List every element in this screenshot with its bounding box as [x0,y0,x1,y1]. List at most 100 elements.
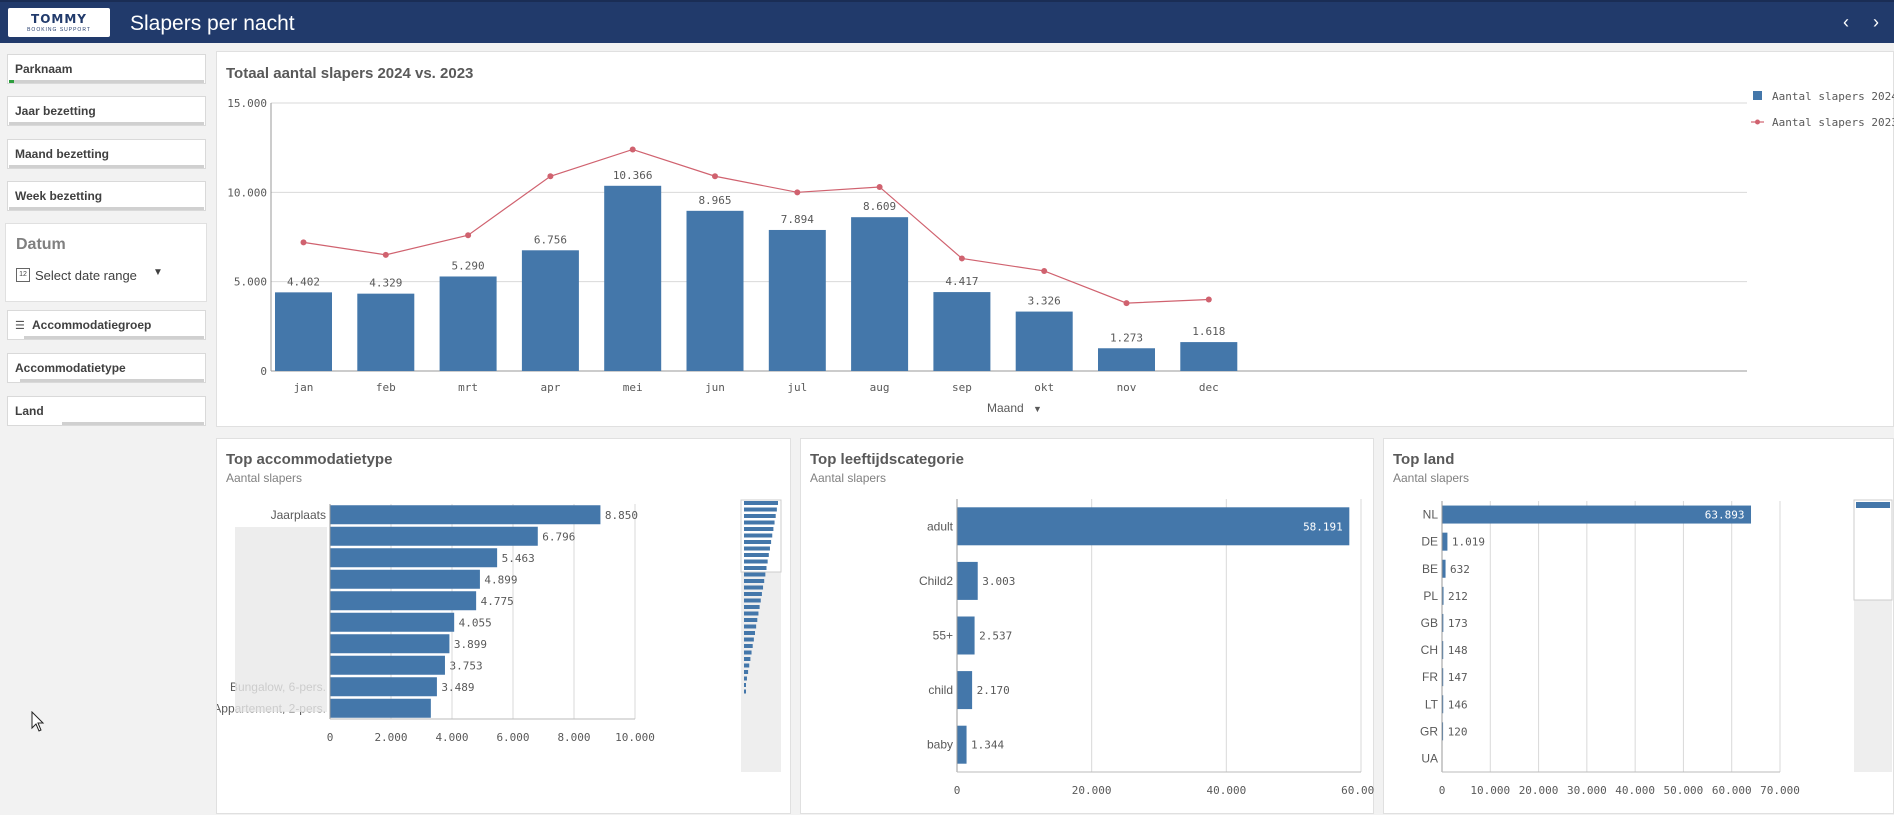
bar[interactable] [330,655,445,675]
land-panel[interactable]: Top land Aantal slapers 0 10.000 20.000 30.… [1383,438,1894,814]
bar[interactable] [330,526,538,546]
minimap-bar[interactable] [744,527,774,531]
minimap-bar[interactable] [744,507,777,512]
leeftijdscategorie-panel[interactable]: Top leeftijdscategorie Aantal slapers 0 2… [800,438,1375,815]
line-2023-point[interactable] [712,173,718,180]
line-2023-point[interactable] [794,189,801,196]
bar[interactable] [330,505,601,525]
line-2023-point[interactable] [876,183,883,190]
bar-2024[interactable] [768,229,826,371]
bar[interactable] [1442,668,1444,687]
filter-week-bezetting[interactable]: Week bezetting [7,181,206,211]
minimap-bar[interactable] [744,546,770,551]
minimap-bar[interactable] [744,611,759,616]
line-2023-point[interactable] [1041,267,1048,274]
bar-2024[interactable] [439,276,497,371]
line-2023-point[interactable] [1123,300,1130,307]
minimap-bar[interactable] [744,631,755,635]
minimap-bar[interactable] [744,566,767,570]
minimap-bar[interactable] [744,501,778,505]
minimap-bar[interactable] [744,637,754,642]
bar[interactable] [1442,532,1448,551]
bar[interactable] [957,561,978,600]
minimap-bar[interactable] [744,514,776,518]
minimap-bar[interactable] [744,676,747,681]
minimap-bar[interactable] [744,520,775,525]
minimap-bar[interactable] [744,585,764,590]
minimap-bar[interactable] [744,553,769,557]
filter-land[interactable]: Land [7,396,206,426]
bar[interactable] [330,634,450,654]
bar[interactable] [1442,559,1446,578]
bar-2024[interactable] [933,292,991,371]
main-chart-panel[interactable]: Totaal aantal slapers 2024 vs. 2023 0 5.0… [216,51,1894,427]
bar[interactable] [1442,505,1752,524]
chevron-down-icon[interactable]: ▼ [153,267,163,278]
bar-2024[interactable] [1015,311,1073,371]
minimap-bar[interactable] [744,605,760,609]
bar[interactable] [957,616,975,655]
filter-accommodatietype[interactable]: Accommodatietype [7,353,206,383]
filter-jaar-bezetting[interactable]: Jaar bezetting [7,96,206,126]
bar[interactable] [957,671,973,710]
line-2023-point[interactable] [465,232,472,239]
minimap-bar[interactable] [744,572,766,577]
bar[interactable] [330,698,431,718]
tommy-logo[interactable]: TOMMY BOOKING SUPPORT [8,8,110,37]
minimap-bar[interactable] [744,579,765,583]
minimap-bar[interactable] [744,683,746,687]
land-chart[interactable]: 0 10.000 20.000 30.000 40.000 50.000 60.000 70.… [1384,439,1894,815]
leeftijdscategorie-chart[interactable]: 0 20.000 40.000 60.000 adult 58.191 Child2 3.00… [801,439,1375,815]
next-sheet-icon[interactable]: › [1873,12,1879,32]
minimap-bar[interactable] [744,689,746,694]
line-2023-point[interactable] [547,173,554,180]
minimap-bar[interactable] [744,540,772,544]
minimap-bar[interactable] [744,598,761,603]
minimap-bar[interactable] [744,592,762,596]
bar[interactable] [1442,586,1444,605]
minimap-bar[interactable] [744,670,749,674]
bar[interactable] [957,507,1350,546]
bar-2024[interactable] [521,250,579,371]
bar[interactable] [1442,613,1444,632]
accommodatietype-panel[interactable]: Top accommodatietype Aantal slapers 0 2.0… [216,438,791,814]
bar-2024[interactable] [357,293,415,371]
bar[interactable] [330,612,455,632]
date-range-selector[interactable]: Select date range [35,268,137,283]
line-2023-point[interactable] [1205,296,1212,303]
bar[interactable] [1442,722,1444,741]
bar[interactable] [1442,641,1444,660]
bar-2024[interactable] [686,210,744,371]
minimap-bar[interactable] [744,663,750,668]
line-2023-point[interactable] [958,255,965,262]
minimap-bar[interactable] [744,624,757,629]
dimension-selector[interactable]: Maand ▼ [987,401,1042,415]
combo-chart[interactable]: 0 5.000 10.000 15.000 4.402 jan 4.329 feb 5.290 m… [217,52,1894,428]
bar[interactable] [330,569,480,589]
bar[interactable] [330,677,437,697]
filter-parknaam[interactable]: Parknaam [7,54,206,84]
bar[interactable] [1442,695,1444,714]
line-2023-point[interactable] [300,239,307,246]
bar[interactable] [330,591,477,611]
minimap-bar[interactable] [744,559,768,564]
minimap-bar[interactable] [744,657,751,661]
line-2023-point[interactable] [382,251,389,258]
accommodatietype-chart[interactable]: 0 2.000 4.000 6.000 8.000 10.000 Jaarplaats 8.8… [217,439,792,815]
bar-2024[interactable] [851,217,909,371]
bar-2024[interactable] [1180,342,1238,371]
minimap-bar[interactable] [744,533,773,538]
bar[interactable] [330,548,498,568]
line-2023-point[interactable] [629,146,636,153]
minimap-bar[interactable] [1856,502,1890,508]
bar-2024[interactable] [604,185,662,371]
bar[interactable] [957,725,967,764]
minimap-bar[interactable] [744,644,753,648]
filter-maand-bezetting[interactable]: Maand bezetting [7,139,206,169]
previous-sheet-icon[interactable]: ‹ [1843,12,1849,32]
minimap-bar[interactable] [744,650,752,655]
bar-2024[interactable] [1098,348,1155,371]
filter-accommodatiegroep[interactable]: ☰ Accommodatiegroep [7,310,206,340]
bar-2024[interactable] [275,292,332,371]
calendar-icon[interactable]: 12 [16,268,30,282]
